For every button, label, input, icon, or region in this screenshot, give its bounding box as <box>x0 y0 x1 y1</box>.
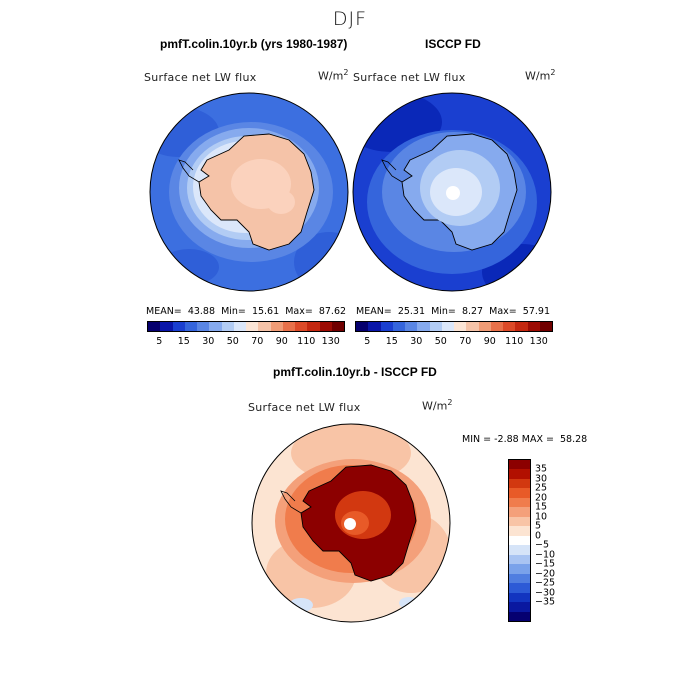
colorbar-swatch <box>417 322 430 331</box>
colorbar-tick-label: 15 <box>535 501 548 513</box>
panel-diff-title: pmfT.colin.10yr.b - ISCCP FD <box>273 365 437 379</box>
panel-left-stats: MEAN= 43.88 Min= 15.61 Max= 87.62 <box>146 306 347 317</box>
colorbar-swatch <box>209 322 222 331</box>
colorbar-swatch <box>509 535 530 546</box>
colorbar-swatch <box>356 322 369 331</box>
colorbar-tick-label: 70 <box>251 336 264 347</box>
colorbar-tick-label: 20 <box>535 492 548 504</box>
colorbar-tick-label: 130 <box>321 336 340 347</box>
colorbar-tick-label: −10 <box>535 549 556 561</box>
panel-left-title: pmfT.colin.10yr.b (yrs 1980-1987) <box>160 37 348 51</box>
panel-right-variable-label: Surface net LW flux <box>353 71 466 84</box>
colorbar-swatch <box>454 322 467 331</box>
colorbar-tick-label: 30 <box>202 336 215 347</box>
colorbar-swatch <box>392 322 405 331</box>
colorbar-swatch <box>509 545 530 555</box>
colorbar-tick-label: −20 <box>535 568 556 580</box>
colorbar-tick-label: 5 <box>156 336 163 347</box>
colorbar-swatch <box>509 507 530 517</box>
panel-diff-unit: W/m2 <box>422 398 453 413</box>
panel-right-map <box>352 92 552 292</box>
colorbar-swatch <box>509 488 530 498</box>
colorbar-tick-label: 70 <box>459 336 472 347</box>
colorbar-tick-label: 0 <box>535 530 542 542</box>
colorbar-tick-label: 30 <box>535 473 548 485</box>
colorbar-swatch <box>148 322 161 331</box>
colorbar-tick-label: −25 <box>535 577 556 589</box>
colorbar-tick-label: 35 <box>535 463 548 475</box>
colorbar-swatch <box>503 322 516 331</box>
colorbar-swatch <box>509 497 530 508</box>
panel-diff-map <box>251 423 451 623</box>
colorbar-swatch <box>509 592 530 603</box>
panel-diff-stats: MIN = -2.88 MAX = 58.28 <box>462 434 588 445</box>
colorbar-swatch <box>307 322 320 331</box>
colorbar-swatch <box>509 526 530 536</box>
colorbar-swatch <box>509 516 530 527</box>
colorbar-swatch <box>490 322 503 331</box>
colorbar-swatch <box>509 602 530 612</box>
colorbar-tick-label: −5 <box>535 539 550 551</box>
colorbar-swatch <box>221 322 234 331</box>
colorbar-swatch <box>197 322 210 331</box>
colorbar-tick-label: 90 <box>275 336 288 347</box>
season-title: DJF <box>332 8 368 30</box>
colorbar-swatch <box>539 322 552 331</box>
panel-right-stats: MEAN= 25.31 Min= 8.27 Max= 57.91 <box>356 306 550 317</box>
colorbar-tick-label: −30 <box>535 587 556 599</box>
colorbar-swatch <box>319 322 332 331</box>
colorbar-swatch <box>172 322 185 331</box>
colorbar-tick-label: 15 <box>177 336 190 347</box>
colorbar-swatch <box>380 322 393 331</box>
colorbar-tick-label: 15 <box>385 336 398 347</box>
colorbar-swatch <box>515 322 528 331</box>
colorbar-tick-label: −15 <box>535 558 556 570</box>
colorbar-tick-label: −35 <box>535 596 556 608</box>
colorbar-tick-label: 30 <box>410 336 423 347</box>
colorbar-swatch <box>466 322 479 331</box>
colorbar-tick-label: 90 <box>483 336 496 347</box>
colorbar-swatch <box>282 322 295 331</box>
colorbar-swatch <box>233 322 246 331</box>
colorbar-swatch <box>429 322 442 331</box>
panel-left-map <box>149 92 349 292</box>
colorbar-tick-label: 110 <box>297 336 316 347</box>
colorbar-swatch <box>258 322 271 331</box>
colorbar-swatch <box>509 469 530 479</box>
panel-left-unit: W/m2 <box>318 68 349 83</box>
colorbar-swatch <box>509 583 530 593</box>
colorbar-tick-label: 5 <box>535 520 542 532</box>
colorbar-swatch <box>368 322 381 331</box>
colorbar-tick-label: 130 <box>529 336 548 347</box>
colorbar-swatch <box>246 322 259 331</box>
colorbar-swatch <box>184 322 197 331</box>
panel-right-colorbar <box>355 321 553 332</box>
colorbar-swatch <box>331 322 344 331</box>
colorbar-swatch <box>295 322 308 331</box>
colorbar-swatch <box>527 322 540 331</box>
colorbar-swatch <box>405 322 418 331</box>
colorbar-swatch <box>509 564 530 574</box>
colorbar-tick-label: 50 <box>226 336 239 347</box>
colorbar-swatch <box>478 322 491 331</box>
panel-diff-colorbar <box>508 459 531 622</box>
colorbar-tick-label: 25 <box>535 482 548 494</box>
colorbar-tick-label: 110 <box>505 336 524 347</box>
colorbar-swatch <box>441 322 454 331</box>
panel-left-variable-label: Surface net LW flux <box>144 71 257 84</box>
panel-diff-variable-label: Surface net LW flux <box>248 401 361 414</box>
colorbar-tick-label: 10 <box>535 511 548 523</box>
colorbar-tick-label: 50 <box>434 336 447 347</box>
colorbar-swatch <box>509 460 530 470</box>
panel-right-title: ISCCP FD <box>425 37 481 51</box>
panel-right-unit: W/m2 <box>525 68 556 83</box>
colorbar-swatch <box>270 322 283 331</box>
panel-left-colorbar <box>147 321 345 332</box>
colorbar-swatch <box>160 322 173 331</box>
colorbar-tick-label: 5 <box>364 336 371 347</box>
colorbar-swatch <box>509 478 530 489</box>
colorbar-swatch <box>509 573 530 584</box>
colorbar-swatch <box>509 611 530 621</box>
colorbar-swatch <box>509 554 530 565</box>
